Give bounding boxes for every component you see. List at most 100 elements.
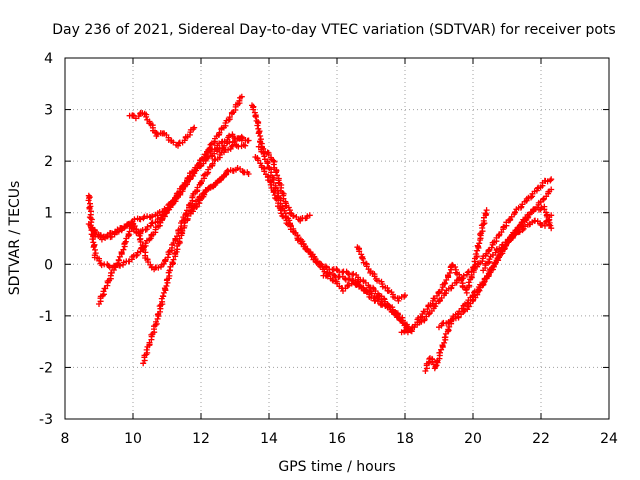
data-point (207, 184, 214, 191)
data-point (473, 251, 480, 257)
data-point (437, 349, 443, 356)
data-markers (85, 93, 555, 374)
data-point (483, 207, 490, 214)
x-tick-label: 10 (124, 431, 142, 447)
data-point (92, 246, 98, 253)
data-point (460, 272, 467, 279)
data-point (137, 216, 144, 223)
data-point (492, 260, 498, 267)
grid-lines (65, 58, 609, 419)
data-point (379, 301, 386, 308)
data-point (110, 267, 117, 273)
data-point (541, 206, 548, 213)
data-point (285, 204, 292, 211)
data-point (518, 219, 525, 226)
data-point (238, 137, 245, 144)
data-point (544, 178, 551, 185)
data-point (438, 287, 445, 293)
data-point (144, 223, 151, 230)
data-point (159, 293, 166, 299)
data-point (211, 157, 218, 164)
data-point (201, 155, 208, 162)
data-point (322, 263, 329, 270)
data-point (385, 288, 392, 294)
data-point (264, 160, 271, 167)
data-point (148, 331, 155, 338)
series-track-e (140, 165, 252, 367)
y-tick-label: -2 (39, 360, 53, 376)
data-point (294, 235, 301, 242)
data-point (131, 216, 138, 223)
data-point (154, 131, 161, 138)
data-point (86, 194, 93, 201)
y-tick-label: -1 (39, 309, 53, 325)
data-point (161, 213, 168, 220)
data-point (196, 160, 203, 167)
data-point (464, 300, 471, 307)
data-point (242, 142, 249, 149)
data-point (471, 289, 478, 296)
data-point (362, 288, 368, 294)
x-tick-label: 16 (328, 431, 346, 447)
data-point (528, 194, 534, 201)
data-point (216, 140, 223, 147)
data-point (164, 254, 171, 261)
data-point (446, 270, 453, 276)
data-point (270, 189, 277, 196)
data-point (545, 217, 552, 224)
data-point (149, 213, 156, 220)
series-track-f (126, 109, 198, 149)
data-point (163, 283, 170, 289)
data-point (257, 133, 264, 139)
x-axis-label: GPS time / hours (278, 459, 395, 475)
data-point (274, 172, 281, 179)
data-point (452, 264, 459, 270)
data-point (389, 309, 396, 315)
data-point (534, 185, 541, 192)
data-point (85, 197, 92, 204)
data-point (548, 212, 555, 219)
data-point (350, 270, 357, 277)
data-point (465, 279, 472, 286)
data-point (486, 256, 493, 263)
data-point (359, 255, 366, 262)
data-point (225, 168, 232, 175)
data-point (158, 216, 165, 223)
data-point (209, 160, 216, 167)
data-point (190, 173, 197, 179)
data-point (250, 106, 257, 113)
y-tick-label: -3 (39, 412, 53, 428)
data-point (126, 228, 133, 235)
x-tick-label: 12 (192, 431, 210, 447)
data-point (548, 176, 555, 183)
data-point (228, 143, 235, 150)
data-point (207, 141, 214, 148)
data-point (165, 249, 172, 256)
data-point (519, 227, 526, 234)
data-point (216, 129, 223, 136)
data-point (166, 272, 173, 279)
data-point (88, 216, 95, 223)
data-point (261, 153, 268, 160)
series-track-g (187, 168, 232, 217)
series-track-k (320, 272, 405, 324)
data-point (358, 254, 365, 261)
data-point (371, 273, 378, 280)
y-axis-label: SDTVAR / TECUs (7, 181, 23, 296)
data-point (476, 240, 483, 247)
data-point (506, 236, 513, 243)
chart-title: Day 236 of 2021, Sidereal Day-to-day VTE… (52, 22, 615, 38)
x-tick-label: 8 (61, 431, 70, 447)
data-point (254, 122, 261, 129)
data-point (225, 147, 231, 153)
data-point (137, 238, 144, 245)
data-point (143, 346, 150, 353)
series-track-n (412, 207, 490, 328)
data-point (143, 113, 150, 120)
y-tick-label: 0 (44, 257, 53, 273)
series-track-l (354, 244, 408, 304)
data-point (148, 220, 155, 227)
data-point (134, 249, 141, 256)
data-point (485, 247, 492, 254)
